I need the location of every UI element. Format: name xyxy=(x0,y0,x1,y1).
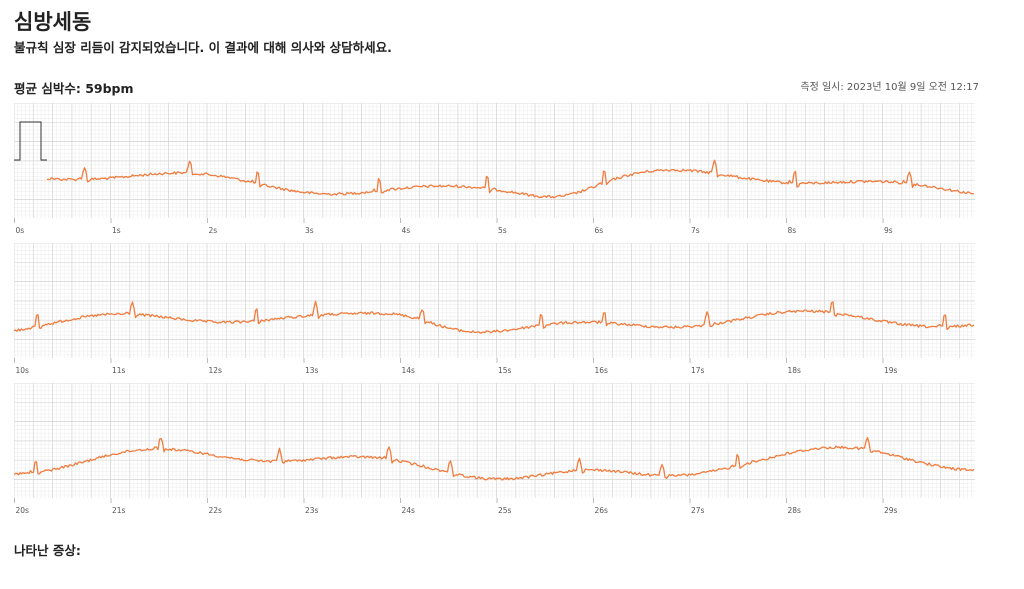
ecg-time-label: 13s xyxy=(305,366,319,375)
ecg-time-label: 14s xyxy=(402,366,416,375)
ecg-time-label: 20s xyxy=(16,506,30,515)
symptoms-label: 나타난 증상: xyxy=(14,543,81,558)
ecg-trace xyxy=(14,300,975,334)
ecg-strip-1-svg: 0s 1s 2s 3s 4s 5s 6s 7s 8s 9s xyxy=(14,103,975,235)
ecg-time-label: 11s xyxy=(112,366,126,375)
ecg-time-label: 6s xyxy=(595,226,604,235)
ecg-time-label: 22s xyxy=(209,506,223,515)
report-subtitle: 불규칙 심장 리듬이 감지되었습니다. 이 결과에 대해 의사와 상담하세요. xyxy=(14,40,392,55)
ecg-strip-3-svg: 20s 21s 22s 23s 24s 25s 26s 27s 28s 29s xyxy=(14,383,975,515)
ecg-time-label: 1s xyxy=(112,226,121,235)
ecg-time-label: 18s xyxy=(788,366,802,375)
measurement-datetime: 측정 일시: 2023년 10월 9일 오전 12:17 xyxy=(800,82,979,93)
ecg-time-label: 7s xyxy=(691,226,700,235)
ecg-time-label: 19s xyxy=(884,366,898,375)
ecg-time-label: 0s xyxy=(16,226,25,235)
ecg-strip-1: 0s 1s 2s 3s 4s 5s 6s 7s 8s 9s xyxy=(14,103,975,235)
ecg-grid-background xyxy=(14,243,975,358)
ecg-grid-background xyxy=(14,383,975,498)
ecg-trace xyxy=(14,436,975,481)
ecg-time-label: 2s xyxy=(209,226,218,235)
ecg-time-label: 17s xyxy=(691,366,705,375)
average-heart-rate: 평균 심박수: 59bpm xyxy=(14,81,134,96)
ecg-grid xyxy=(14,103,975,218)
ecg-time-label: 4s xyxy=(402,226,411,235)
ecg-time-label: 21s xyxy=(112,506,126,515)
ecg-time-label: 12s xyxy=(209,366,223,375)
ecg-time-label: 23s xyxy=(305,506,319,515)
ecg-grid xyxy=(14,383,975,498)
ecg-grid xyxy=(14,243,975,358)
ecg-time-label: 16s xyxy=(595,366,609,375)
ecg-time-label: 8s xyxy=(788,226,797,235)
ecg-time-label: 24s xyxy=(402,506,416,515)
ecg-time-label: 3s xyxy=(305,226,314,235)
ecg-time-label: 26s xyxy=(595,506,609,515)
report-title: 심방세동 xyxy=(14,10,92,34)
ecg-strip-2-svg: 10s 11s 12s 13s 14s 15s 16s 17s 18s 19s xyxy=(14,243,975,375)
ecg-time-label: 29s xyxy=(884,506,898,515)
ecg-time-label: 5s xyxy=(498,226,507,235)
ecg-time-label: 28s xyxy=(788,506,802,515)
ecg-strip-3: 20s 21s 22s 23s 24s 25s 26s 27s 28s 29s xyxy=(14,383,975,515)
ecg-time-label: 25s xyxy=(498,506,512,515)
ecg-time-label: 9s xyxy=(884,226,893,235)
ecg-trace xyxy=(46,159,975,199)
ecg-time-label: 15s xyxy=(498,366,512,375)
ecg-time-label: 10s xyxy=(16,366,30,375)
ecg-calibration-pulse xyxy=(14,121,47,161)
ecg-strip-2: 10s 11s 12s 13s 14s 15s 16s 17s 18s 19s xyxy=(14,243,975,375)
ecg-time-label: 27s xyxy=(691,506,705,515)
ecg-grid-background xyxy=(14,103,975,218)
